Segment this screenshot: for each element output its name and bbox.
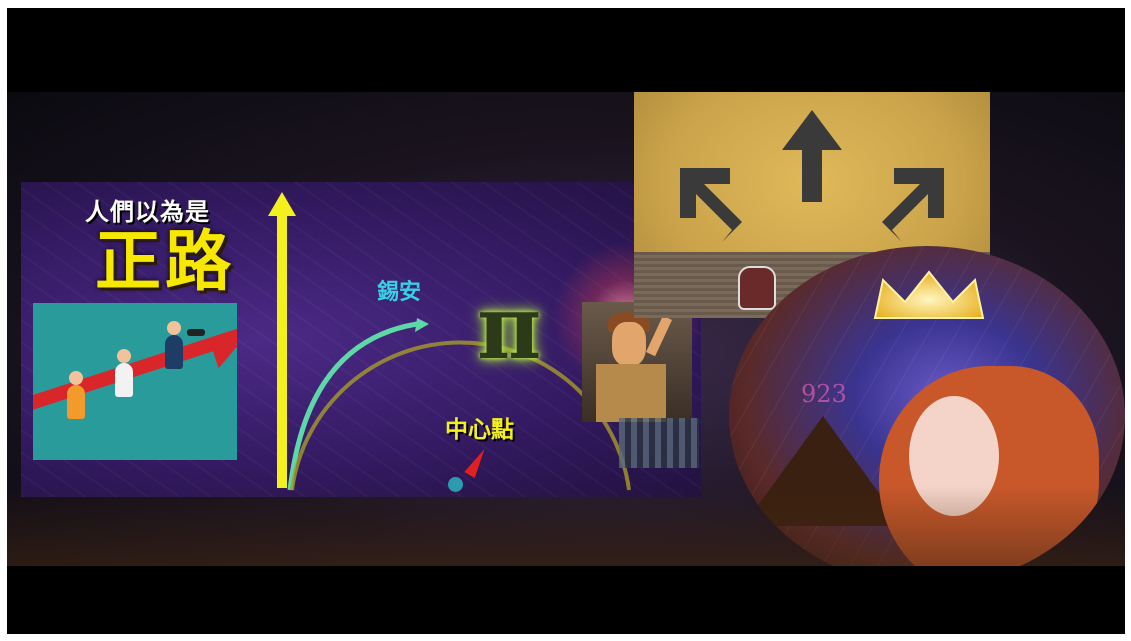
crown-icon: [873, 270, 985, 319]
person-2: [115, 349, 133, 397]
label-center-point: 中心點: [445, 417, 514, 443]
person-1: [67, 371, 85, 419]
pillars-image: [619, 418, 699, 468]
banner-image: 人們以為是 正路 錫安 π 中心點: [7, 92, 1125, 566]
video-frame: 人們以為是 正路 錫安 π 中心點: [7, 8, 1125, 634]
success-illustration: [33, 303, 237, 460]
bottom-glow: [7, 486, 1125, 566]
binoculars-icon: [187, 329, 205, 336]
yellow-arrow-shaft: [277, 212, 287, 488]
green-arc-arrowhead-icon: [415, 318, 429, 332]
shoe-left: [738, 266, 776, 310]
label-zion: 錫安: [377, 280, 422, 305]
number-923: 923: [801, 380, 847, 408]
headline-big: 正路: [95, 223, 235, 300]
arrow-up-left-icon: [680, 168, 742, 242]
headline-small: 人們以為是: [85, 198, 210, 226]
green-arc: [287, 321, 418, 491]
arrow-up-right-icon: [882, 168, 944, 242]
arrow-up-icon: [782, 110, 842, 202]
pointing-man-illustration: [582, 302, 692, 422]
person-3: [165, 321, 183, 369]
pi-symbol: π: [477, 275, 542, 379]
